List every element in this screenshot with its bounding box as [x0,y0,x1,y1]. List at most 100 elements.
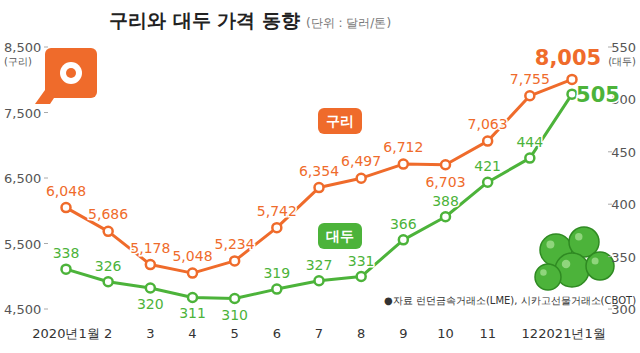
legend-badge [318,223,362,249]
plot-area [62,75,577,303]
series-line [66,94,572,298]
data-label: 327 [306,257,333,273]
series-point [357,174,366,183]
soybean [535,264,561,290]
title: 구리와 대두 가격 동향 [109,9,300,31]
data-label: 388 [432,193,459,209]
soybean-shine [562,260,571,269]
series-point [230,294,239,303]
x-tick-label: 2 [104,326,112,341]
data-label: 6,497 [341,153,381,169]
series-point [399,235,408,244]
soybean-shine [592,258,599,265]
copper-icon-hole [60,62,82,84]
series-point [188,269,197,278]
legend-label: 대두 [326,228,354,244]
y-tick-label: 5,500 [4,237,41,252]
y-tick-label: 6,500 [4,171,41,186]
soybean-icon [535,227,614,290]
x-tick-label: 9 [399,326,407,341]
data-label: 5,178 [130,240,170,256]
y-tick-label: 7,500 [4,106,41,121]
legend-item: 구리 [318,108,362,134]
y-tick [44,112,48,113]
series-point [357,272,366,281]
data-label: 8,005 [535,46,601,70]
x-tick-label: 10 [437,326,454,341]
data-label: 7,063 [468,116,508,132]
x-tick-label: 6 [273,326,281,341]
series-point [441,212,450,221]
series-point [483,137,492,146]
data-label: 311 [179,305,206,321]
x-tick-label: 7 [315,326,323,341]
data-label: 338 [53,245,80,261]
chart: 구리와 대두 가격 동향 (단위 : 달러/톤) 4,500 5,500 6,500 7,… [0,0,640,353]
y2-axis-label: (대두) [608,56,636,67]
copper-icon-body [45,48,97,98]
series-point [230,256,239,265]
legend-label: 구리 [326,113,354,129]
y2-tick-label: 350 [611,250,636,265]
x-tick-label: 2021년1월 [538,326,605,341]
soybean-shine [540,269,547,276]
series-point [188,293,197,302]
series-point [525,154,534,163]
legend-item: 대두 [318,223,362,249]
data-label: 5,234 [215,236,255,252]
data-label: 5,686 [88,206,128,222]
copper-icon [35,48,97,104]
series-point [104,277,113,286]
series-point [272,223,281,232]
data-label: 319 [263,265,290,281]
data-label: 7,755 [510,71,550,87]
data-label: 5,742 [257,203,297,219]
x-tick-label: 11 [479,326,496,341]
series-point [272,285,281,294]
data-label: 331 [348,253,375,269]
data-label: 444 [516,134,543,150]
series-point [399,160,408,169]
series-point [483,178,492,187]
data-label: 366 [390,216,417,232]
data-label: 6,712 [383,139,423,155]
soybean-shine [575,233,583,241]
source: ●자료 런던금속거래소(LME), 시카고선물거래소(CBOT) [384,295,636,306]
y2-tick-label: 450 [611,145,636,160]
data-label: 6,354 [299,163,339,179]
series-point [146,260,155,269]
y2-tick-label: 550 [611,40,636,55]
y-tick [44,309,48,310]
x-tick-label: 8 [357,326,365,341]
x-tick-label: 4 [188,326,196,341]
data-label: 5,048 [172,248,212,264]
data-label: 310 [221,307,248,323]
y-tick-label: 4,500 [4,302,41,317]
data-labels: 6,0485,686 5,1785,0485,234 5,742 6,3546,497… [46,46,620,322]
data-label: 320 [137,296,164,312]
y-tick [44,178,48,179]
series-point [315,183,324,192]
series-point [62,203,71,212]
y-tick [44,243,48,244]
x-tick-label: 3 [146,326,154,341]
data-label: 6,703 [425,174,465,190]
series-point [62,265,71,274]
x-tick-label: 12 [522,326,539,341]
subtitle: (단위 : 달러/톤) [306,16,391,30]
y-tick-label: 8,500 [4,40,41,55]
data-label: 505 [576,83,620,107]
copper-icon-core [66,68,76,78]
data-label: 326 [95,258,122,274]
data-label: 6,048 [46,183,86,199]
series-point [525,91,534,100]
series-point [104,227,113,236]
data-label: 421 [474,158,501,174]
soybean-shine [546,240,554,248]
soybean [586,252,614,280]
legend-badge [318,108,362,134]
x-tick-label: 2020년1월 [32,326,99,341]
series-point [146,284,155,293]
y-tick [44,47,48,48]
copper-icon-tail [35,90,58,104]
